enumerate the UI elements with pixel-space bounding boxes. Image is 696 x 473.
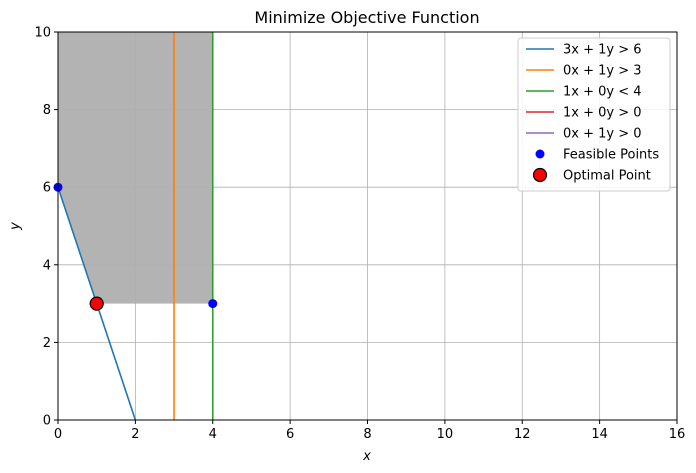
x-tick-label: 6	[286, 427, 294, 442]
x-tick-label: 2	[131, 427, 139, 442]
legend-label: 1x + 0y < 4	[563, 85, 642, 100]
y-tick-label: 2	[43, 336, 51, 351]
optimal-point	[89, 296, 104, 311]
legend-label: 3x + 1y > 6	[563, 43, 642, 58]
legend-label: Feasible Points	[563, 148, 659, 163]
y-tick-label: 8	[43, 103, 51, 118]
x-tick-label: 0	[54, 427, 62, 442]
x-axis-title: x	[362, 449, 371, 464]
y-tick-label: 10	[34, 26, 51, 41]
y-tick-label: 6	[43, 181, 51, 196]
x-tick-label: 4	[209, 427, 217, 442]
x-tick-label: 14	[591, 427, 608, 442]
legend-label: 1x + 0y > 0	[563, 106, 642, 121]
feasible-point-3	[208, 299, 218, 309]
legend-swatch	[532, 167, 548, 183]
y-tick-label: 0	[43, 414, 51, 429]
legend-label: 0x + 1y > 3	[563, 64, 642, 79]
y-tick-label: 4	[43, 258, 51, 273]
x-tick-label: 12	[514, 427, 531, 442]
legend: 3x + 1y > 6 0x + 1y > 3 1x + 0y < 4 1x + 0y…	[517, 37, 671, 192]
y-axis-title: y	[8, 222, 23, 231]
x-tick-label: 10	[437, 427, 454, 442]
chart-title: Minimize Objective Function	[254, 8, 479, 27]
x-tick-label: 16	[669, 427, 686, 442]
legend-swatch	[535, 149, 545, 159]
legend-box	[517, 37, 671, 192]
legend-label: 0x + 1y > 0	[563, 127, 642, 142]
plot-area: 0 2 4 6 8 10 12 14 16 0 2 4 6 8 10	[34, 26, 685, 443]
legend-label: Optimal Point	[563, 169, 651, 184]
x-tick-label: 8	[363, 427, 371, 442]
